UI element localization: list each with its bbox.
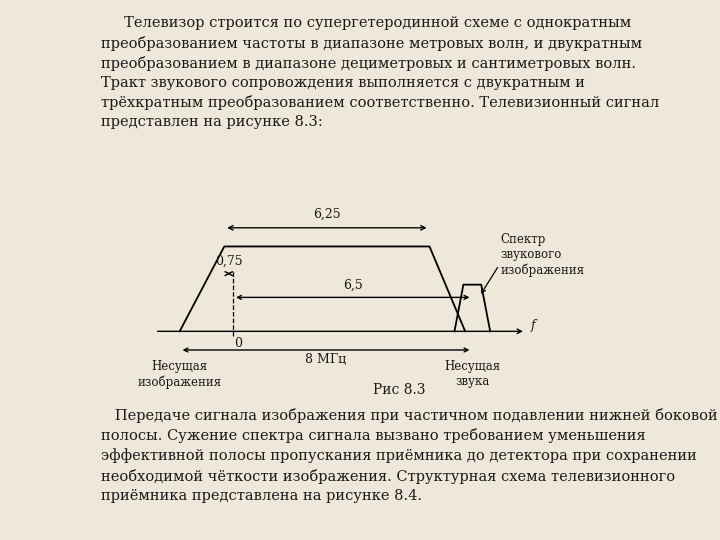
Text: Рис 8.3: Рис 8.3 xyxy=(374,383,426,397)
Text: Спектр
звукового
изображения: Спектр звукового изображения xyxy=(501,233,585,277)
Text: 6,5: 6,5 xyxy=(343,279,363,292)
Text: 0,75: 0,75 xyxy=(215,255,243,268)
Text: Передаче сигнала изображения при частичном подавлении нижней боковой
полосы. Суж: Передаче сигнала изображения при частичн… xyxy=(101,408,718,503)
Text: f: f xyxy=(531,319,536,332)
Text: Несущая
изображения: Несущая изображения xyxy=(138,360,222,389)
Text: Телевизор строится по супергетеродинной схеме с однократным
преобразованием част: Телевизор строится по супергетеродинной … xyxy=(101,16,659,129)
Text: 0: 0 xyxy=(235,338,243,350)
Text: 6,25: 6,25 xyxy=(313,208,341,221)
Text: 8 МГц: 8 МГц xyxy=(305,353,346,367)
Text: Несущая
звука: Несущая звука xyxy=(444,360,500,388)
